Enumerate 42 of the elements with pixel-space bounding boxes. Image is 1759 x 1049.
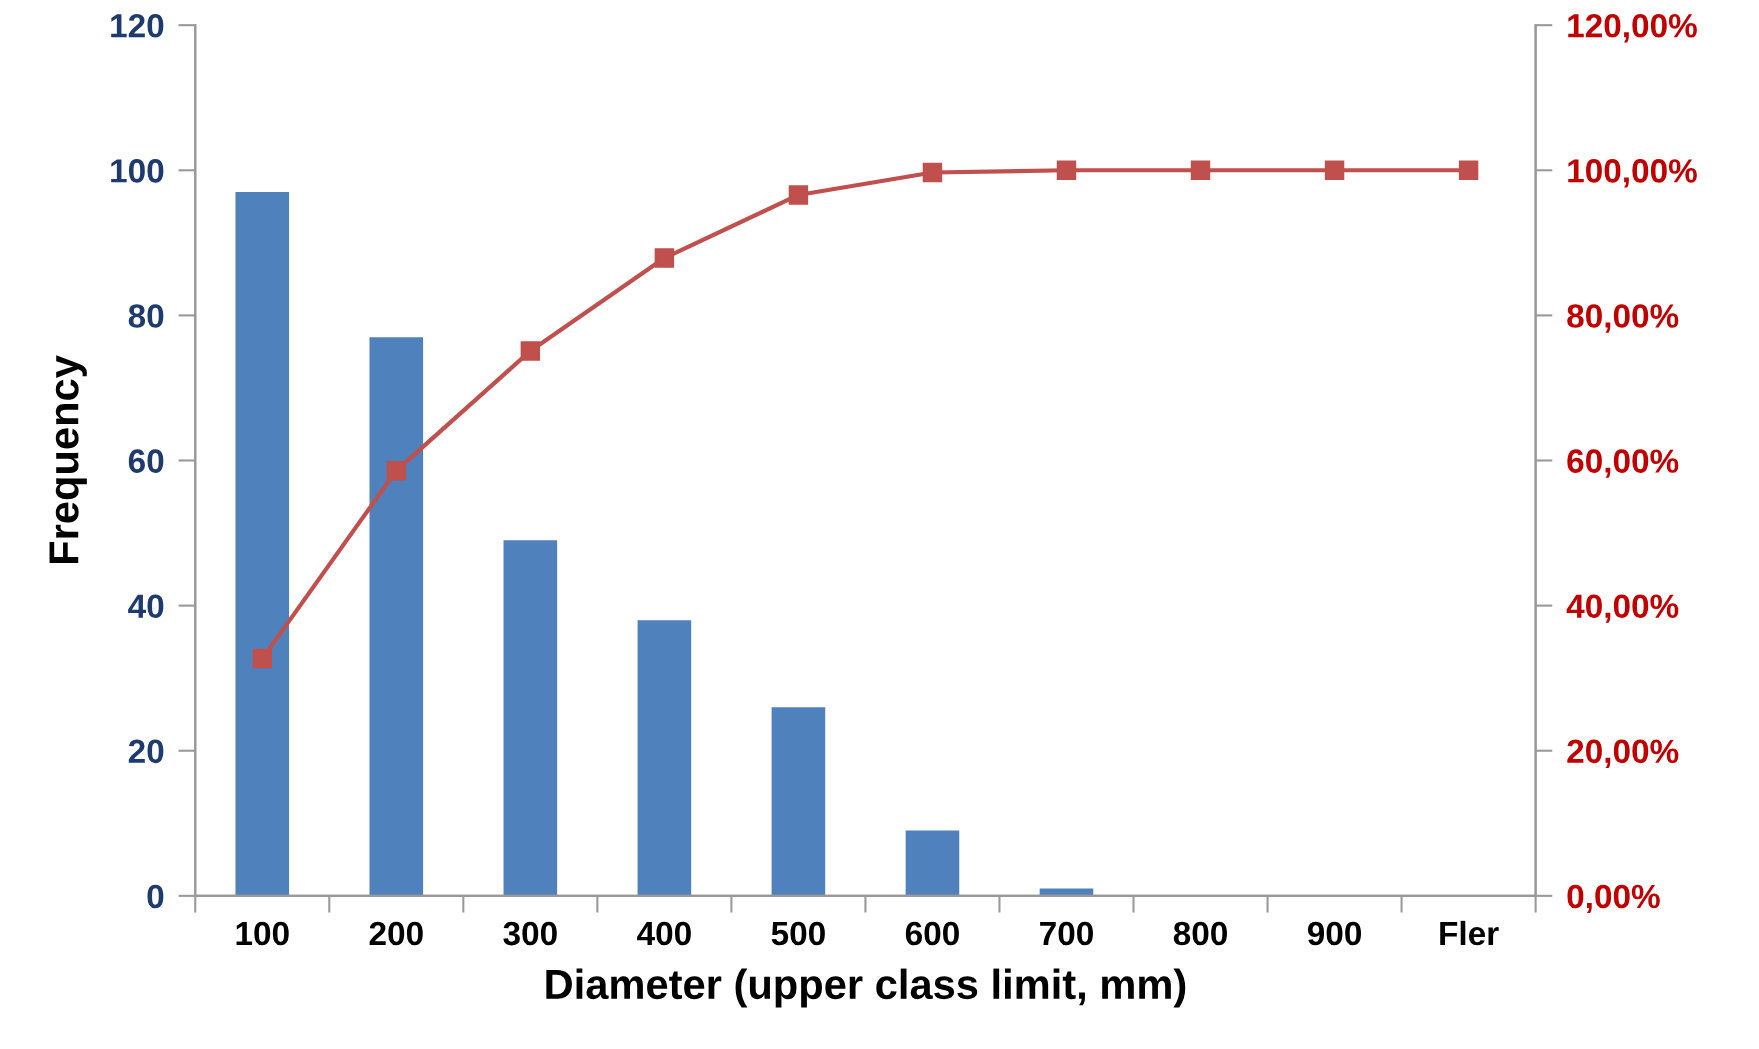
y2-tick-label: 60,00% [1567, 449, 1679, 478]
x-tick-label: 700 [1040, 921, 1093, 946]
point [654, 248, 675, 268]
bar [369, 337, 424, 896]
y-tick-label: 80 [128, 304, 164, 328]
y-tick-label: 60 [128, 449, 164, 473]
x-tick-label: 400 [637, 921, 691, 946]
y-tick-label: 0 [147, 884, 164, 909]
bar [771, 707, 826, 896]
point [1056, 160, 1077, 181]
point [386, 460, 407, 481]
x-tick-label: 200 [369, 921, 423, 946]
y2-tick-label: 120,00% [1568, 13, 1697, 43]
point [1458, 160, 1479, 181]
x-tick-label: 500 [771, 921, 825, 946]
point [1190, 160, 1211, 181]
point [1324, 160, 1345, 181]
bar [905, 830, 960, 896]
point [788, 185, 809, 205]
x-tick-label: 600 [905, 921, 959, 946]
y-tick-label: 20 [128, 739, 164, 764]
point [252, 648, 272, 669]
x-tick-label: 300 [503, 921, 557, 946]
x-tick-label: 800 [1173, 921, 1227, 946]
y2-tick-label: 0,00% [1567, 884, 1660, 914]
x-tick-label: Fler [1440, 920, 1499, 946]
point [520, 341, 541, 361]
x-axis-title: Diameter (upper class limit, mm) [546, 968, 1186, 1008]
y-tick-label: 120 [111, 13, 164, 38]
y2-tick-label: 40,00% [1566, 594, 1679, 623]
y-axis-title: Frequency [49, 355, 87, 564]
bar [637, 620, 692, 896]
bar [235, 192, 290, 896]
y2-tick-label: 80,00% [1567, 304, 1679, 333]
x-tick-label: 100 [236, 921, 289, 946]
x-tick-label: 900 [1307, 921, 1361, 946]
y2-tick-label: 100,00% [1568, 159, 1697, 188]
y2-tick-label: 20,00% [1567, 739, 1679, 768]
y-tick-label: 40 [128, 594, 164, 619]
point [922, 162, 943, 183]
bar [503, 540, 558, 896]
y-tick-label: 100 [111, 159, 164, 183]
